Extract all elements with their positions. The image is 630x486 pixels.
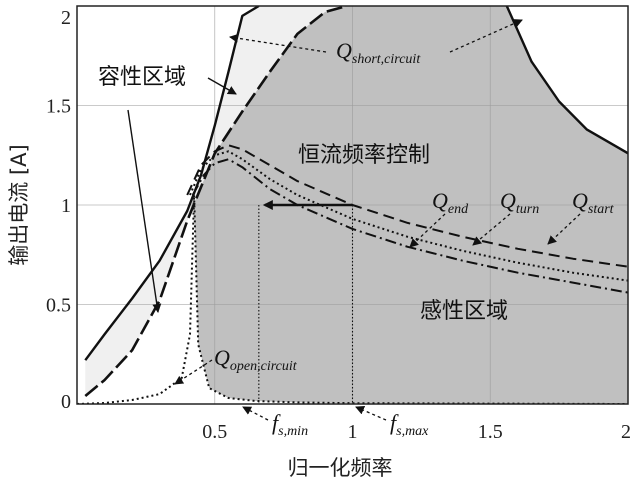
x-tick-label-1: 1: [348, 421, 358, 443]
capacitive-region-label: 容性区域: [98, 65, 186, 90]
plot-frame: [76, 5, 629, 405]
inductive-region-label: 感性区域: [420, 299, 508, 324]
y-tick-label-3: 1.5: [46, 96, 71, 118]
series-line-3: [186, 144, 628, 268]
y-tick-label-1: 0.5: [46, 295, 71, 317]
q-end-label: Qend: [432, 188, 469, 217]
y-tick-label-2: 1: [61, 195, 71, 217]
series-line-6: [77, 194, 628, 404]
q-start-label: Qstart: [572, 188, 615, 217]
y-axis-title: 输出电流 [A]: [7, 144, 31, 265]
capacitive-arrow-down: [127, 109, 162, 313]
q-short-pointer-right: [449, 19, 523, 53]
q-turn-pointer: [472, 213, 511, 246]
x-tick-label-0: 0.5: [202, 421, 227, 443]
cc-control-label: 恒流频率控制: [298, 143, 430, 168]
fs-min-pointer: [242, 406, 269, 421]
fs-max-pointer: [355, 406, 387, 421]
q-turn-label: Qturn: [500, 188, 539, 217]
q-short-pointer-left: [229, 33, 327, 53]
fs-min-label: fs,min: [272, 410, 308, 439]
q-short-label: Qshort,circuit: [336, 38, 421, 67]
y-tick-label-0: 0: [61, 391, 71, 413]
q-open-pointer: [174, 359, 213, 385]
q-start-pointer: [547, 213, 581, 245]
x-tick-label-2: 1.5: [478, 421, 503, 443]
q-open-label: Qopen,circuit: [214, 345, 298, 374]
series-line-2: [84, 6, 348, 398]
x-tick-label-3: 2: [621, 421, 630, 443]
x-axis-title: 归一化频率: [288, 456, 393, 480]
q-end-pointer: [409, 213, 446, 248]
y-tick-label-4: 2: [61, 7, 71, 29]
fs-max-label: fs,max: [390, 410, 429, 439]
series-line-1: [505, 6, 628, 155]
capacitive-region: [85, 6, 348, 396]
capacitive-arrow-right: [207, 77, 237, 95]
